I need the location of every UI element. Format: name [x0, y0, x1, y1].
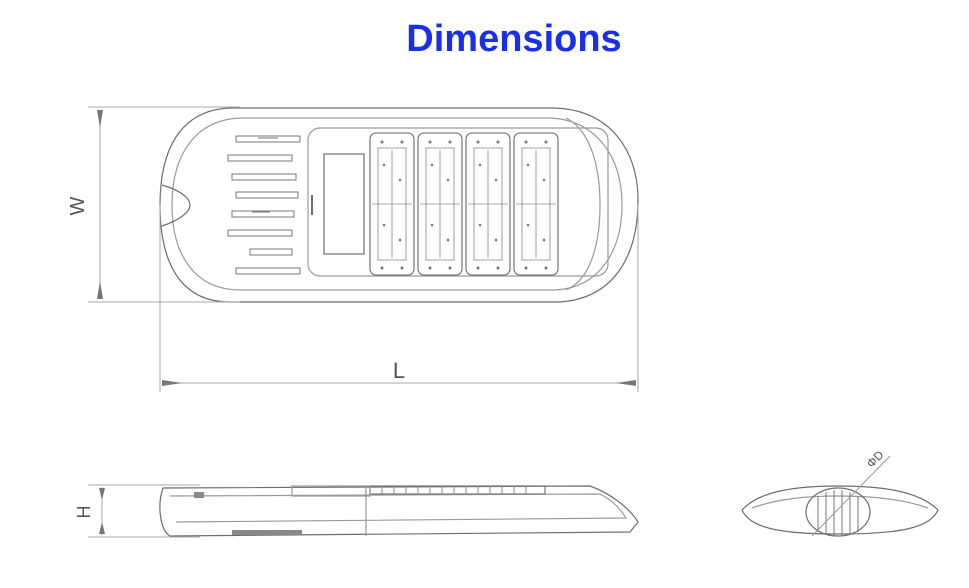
- led-module-2: [417, 132, 463, 276]
- cooling-fins: [227, 135, 301, 275]
- height-dimension: [88, 484, 200, 538]
- length-label: L: [393, 358, 405, 383]
- height-label: H: [74, 506, 94, 519]
- end-view: [741, 455, 939, 537]
- side-view-outline: [159, 485, 639, 537]
- end-view-outline: [741, 485, 939, 535]
- width-arrow-top: [97, 110, 103, 128]
- led-module-1: [369, 132, 415, 276]
- width-arrow-bottom: [97, 281, 103, 299]
- top-view-housing-outline: [159, 107, 639, 303]
- width-dimension: [88, 106, 240, 303]
- height-arrow-top: [99, 488, 105, 500]
- led-module-3: [465, 132, 511, 276]
- height-arrow-bottom: [99, 522, 105, 534]
- led-modules: [369, 132, 559, 276]
- length-arrow-right: [616, 380, 636, 386]
- top-view: [159, 107, 639, 303]
- top-view-nose-notch: [161, 184, 191, 227]
- page-title: Dimensions: [406, 18, 622, 60]
- driver-plate: [307, 127, 609, 277]
- driver-box: [323, 153, 365, 255]
- diameter-label: ΦD: [864, 448, 887, 471]
- led-module-4: [513, 132, 559, 276]
- top-view-inner-contour: [171, 117, 623, 291]
- length-arrow-left: [162, 380, 182, 386]
- width-label: W: [67, 196, 89, 215]
- pole-entry: [805, 487, 871, 537]
- top-view-rear-edge: [565, 117, 601, 291]
- side-view: [159, 485, 639, 537]
- length-dimension: [159, 205, 639, 392]
